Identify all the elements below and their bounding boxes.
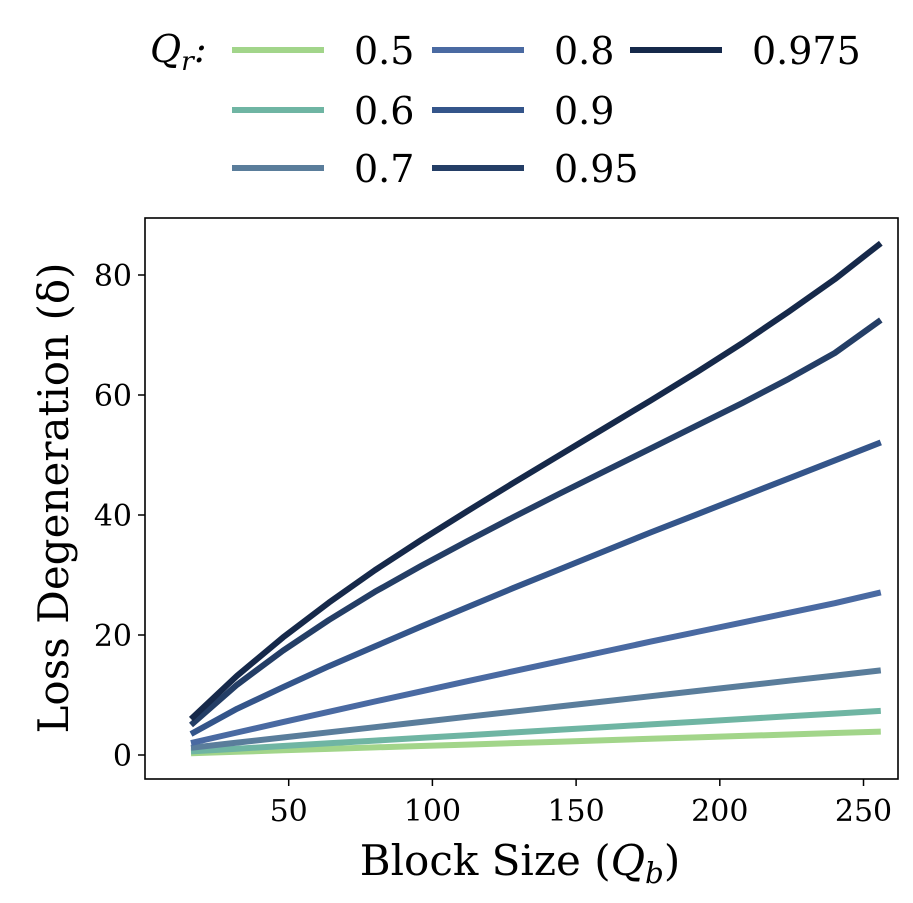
legend-label: 0.8: [554, 29, 614, 73]
legend-label: 0.6: [354, 89, 414, 133]
y-tick-label: 60: [94, 379, 132, 414]
x-tick-label: 50: [270, 794, 308, 829]
series-line-0-975: [188, 240, 883, 722]
y-tick-label: 80: [94, 259, 132, 294]
plot-area: 50 100 150 200 250 0 20 40 60 80: [94, 217, 899, 829]
series-line-0-8: [190, 589, 882, 746]
y-axis-ticks: 0 20 40 60 80: [94, 259, 145, 774]
series-line-0-95: [189, 317, 883, 728]
x-tick-label: 200: [691, 794, 748, 829]
series-line-0-9: [189, 439, 882, 737]
x-tick-label: 150: [547, 794, 604, 829]
plot-frame: [144, 217, 899, 780]
y-tick-label: 20: [94, 619, 132, 654]
legend-title: Qr:: [150, 27, 207, 77]
x-axis-label: Block Size (Qb): [360, 836, 681, 890]
legend: Qr: 0.5 0.6 0.7 0.8 0.9 0.95 0.975: [150, 27, 861, 191]
x-tick-label: 250: [835, 794, 892, 829]
series-line-0-5: [190, 728, 881, 757]
series-layer: [188, 240, 883, 757]
legend-label: 0.95: [554, 147, 639, 191]
y-axis-label: Loss Degeneration (δ): [29, 263, 78, 734]
series-line-0-7: [190, 667, 882, 751]
legend-label: 0.975: [752, 29, 861, 73]
x-axis-ticks: 50 100 150 200 250: [270, 779, 892, 829]
y-tick-label: 0: [113, 739, 132, 774]
x-tick-label: 100: [404, 794, 461, 829]
legend-label: 0.5: [354, 29, 414, 73]
y-tick-label: 40: [94, 499, 132, 534]
legend-label: 0.7: [354, 147, 414, 191]
series-line-0-6: [190, 707, 881, 755]
legend-label: 0.9: [554, 89, 614, 133]
